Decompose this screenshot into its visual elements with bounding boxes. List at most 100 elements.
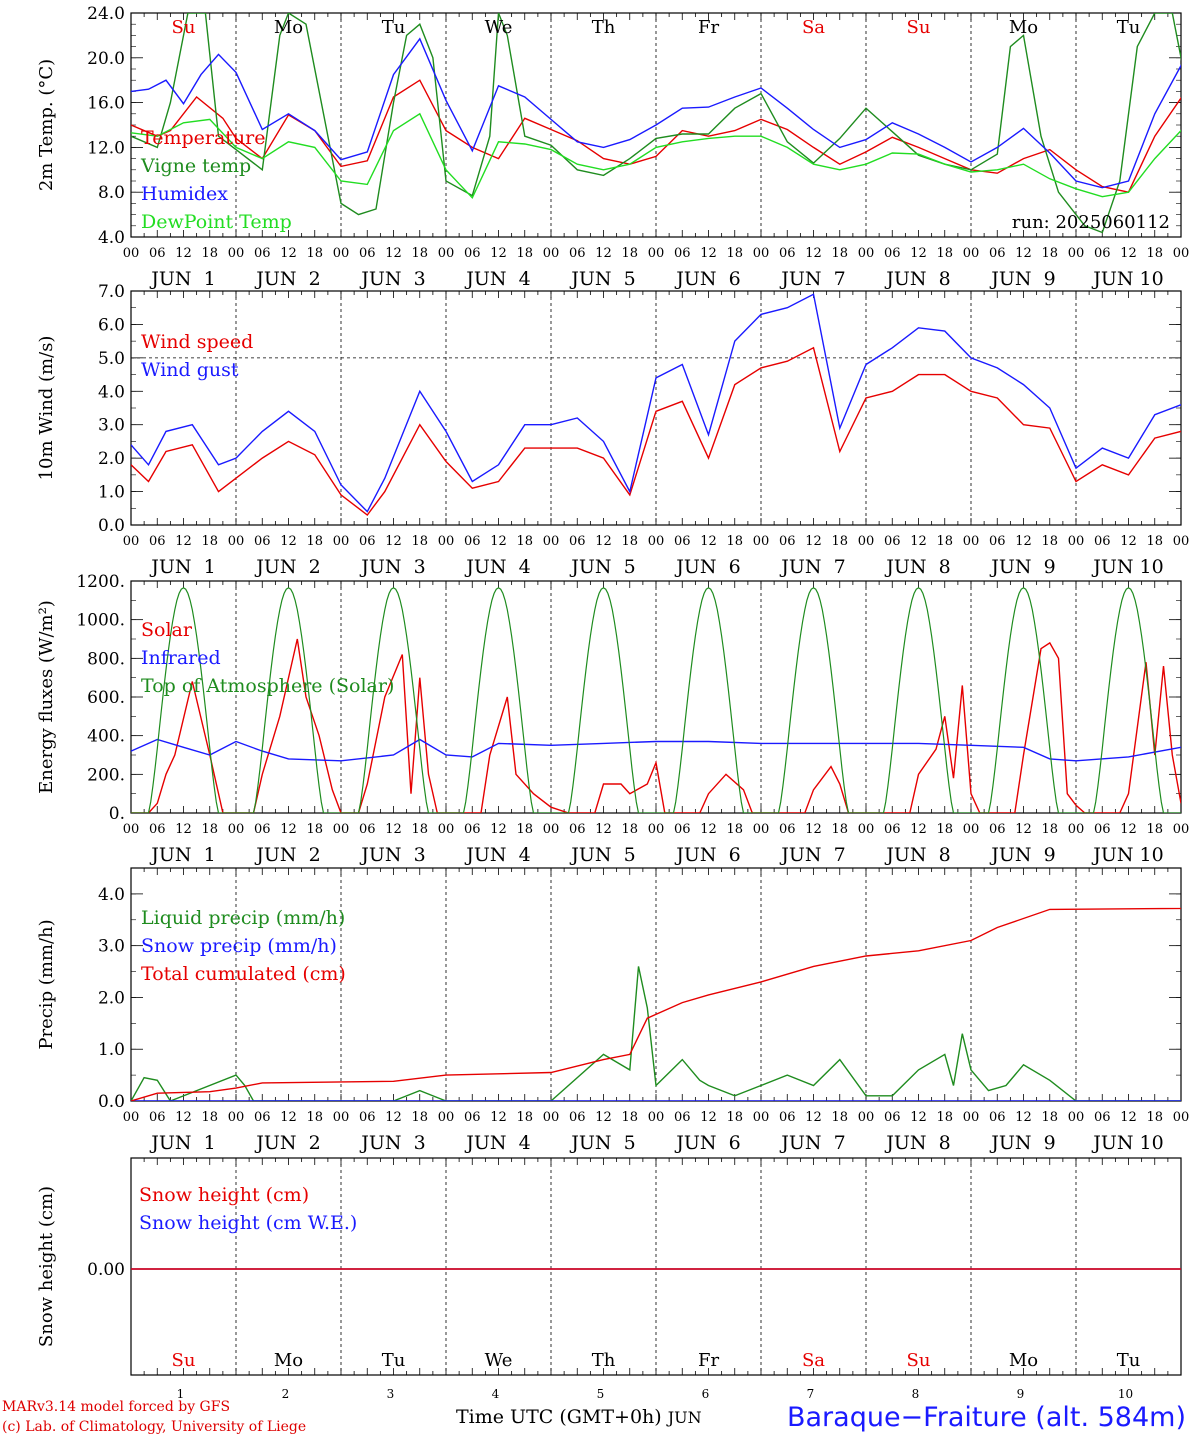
y-axis-label: Snow height (cm) xyxy=(36,1186,57,1347)
legend-entry: Snow height (cm W.E.) xyxy=(139,1212,357,1234)
y-axis-label: 2m Temp. (°C) xyxy=(36,59,57,191)
day-label: JUN 5 xyxy=(569,1132,635,1154)
hour-tick-label: 06 xyxy=(149,1110,166,1125)
hour-tick-label: 18 xyxy=(726,1110,743,1125)
hour-tick-label: 12 xyxy=(385,822,402,837)
hour-tick-label: 00 xyxy=(333,1110,350,1125)
hour-tick-label: 00 xyxy=(648,246,665,261)
hour-tick-label: 06 xyxy=(149,534,166,549)
hour-tick-label: 12 xyxy=(700,246,717,261)
day-label: JUN 2 xyxy=(254,556,320,578)
day-number: 4 xyxy=(492,1387,500,1401)
hour-tick-label: 00 xyxy=(123,534,140,549)
hour-tick-label: 06 xyxy=(989,246,1006,261)
hour-tick-label: 00 xyxy=(1173,246,1190,261)
day-label: JUN 9 xyxy=(989,1132,1055,1154)
y-tick-label: 6.0 xyxy=(98,315,125,335)
y-tick-label: 200. xyxy=(87,765,125,785)
series-line xyxy=(131,738,1181,762)
day-label: JUN 3 xyxy=(359,268,425,290)
hour-tick-label: 06 xyxy=(1094,246,1111,261)
weekday-label: Su xyxy=(172,17,196,38)
hour-tick-label: 12 xyxy=(1120,246,1137,261)
day-label: JUN 10 xyxy=(1091,268,1163,290)
day-label: JUN 9 xyxy=(989,268,1055,290)
day-number: 3 xyxy=(387,1387,395,1401)
hour-tick-label: 00 xyxy=(123,1110,140,1125)
series-line xyxy=(131,13,1181,234)
hour-tick-label: 06 xyxy=(254,246,271,261)
hour-tick-label: 12 xyxy=(385,246,402,261)
hour-tick-label: 06 xyxy=(674,1110,691,1125)
hour-tick-label: 18 xyxy=(201,1110,218,1125)
y-tick-label: 8.0 xyxy=(98,183,125,203)
hour-tick-label: 18 xyxy=(516,246,533,261)
hour-tick-label: 18 xyxy=(516,822,533,837)
hour-tick-label: 00 xyxy=(543,246,560,261)
series-line xyxy=(131,112,1181,200)
hour-tick-label: 12 xyxy=(1120,1110,1137,1125)
hour-tick-label: 06 xyxy=(884,1110,901,1125)
day-label: JUN 7 xyxy=(779,556,845,578)
panel-5: 0.00 Snow height (cm) Snow height (cm) Snow… xyxy=(36,1157,1182,1401)
hour-tick-label: 18 xyxy=(1146,246,1163,261)
hour-tick-label: 06 xyxy=(569,1110,586,1125)
y-tick-label: 12.0 xyxy=(87,138,125,158)
weekday-label: Th xyxy=(592,17,616,38)
hour-tick-label: 12 xyxy=(1120,822,1137,837)
y-tick-label: 3.0 xyxy=(98,937,125,957)
hour-tick-label: 00 xyxy=(333,246,350,261)
hour-tick-label: 00 xyxy=(858,822,875,837)
day-label: JUN 3 xyxy=(359,844,425,866)
hour-tick-label: 12 xyxy=(595,822,612,837)
legend-entry: Solar xyxy=(141,619,193,641)
day-label: JUN 10 xyxy=(1091,844,1163,866)
hour-tick-label: 00 xyxy=(228,246,245,261)
hour-tick-label: 00 xyxy=(123,246,140,261)
hour-tick-label: 06 xyxy=(569,246,586,261)
hour-tick-label: 06 xyxy=(989,822,1006,837)
hour-tick-label: 18 xyxy=(726,534,743,549)
weekday-label: Th xyxy=(592,1350,616,1371)
hour-tick-label: 06 xyxy=(884,246,901,261)
hour-tick-label: 00 xyxy=(228,1110,245,1125)
day-label: JUN 8 xyxy=(884,844,950,866)
hour-tick-label: 12 xyxy=(280,246,297,261)
hour-tick-label: 00 xyxy=(1173,534,1190,549)
y-tick-label: 3.0 xyxy=(98,416,125,436)
series-line xyxy=(131,587,1181,813)
hour-tick-label: 18 xyxy=(726,822,743,837)
hour-tick-label: 00 xyxy=(438,822,455,837)
weekday-label: Su xyxy=(172,1350,196,1371)
weekday-label: Mo xyxy=(274,17,303,38)
hour-tick-label: 18 xyxy=(1146,822,1163,837)
day-number: 2 xyxy=(282,1387,290,1401)
legend-entry: Total cumulated (cm) xyxy=(141,963,346,985)
hour-tick-label: 00 xyxy=(753,822,770,837)
hour-tick-label: 00 xyxy=(648,534,665,549)
series-line xyxy=(131,37,1181,189)
y-tick-label: 7.0 xyxy=(98,282,125,302)
weekday-label: Mo xyxy=(1009,17,1038,38)
weekday-label: Fr xyxy=(698,1350,719,1371)
weekday-label: Tu xyxy=(382,17,406,38)
hour-tick-label: 00 xyxy=(1068,1110,1085,1125)
hour-tick-label: 00 xyxy=(333,534,350,549)
hour-tick-label: 00 xyxy=(858,246,875,261)
hour-tick-label: 12 xyxy=(1015,246,1032,261)
day-number: 7 xyxy=(807,1387,815,1401)
panel-4: 0.0 1.0 2.0 3.0 4.0 Precip (mm/h) Liquid preci… xyxy=(36,867,1189,1154)
hour-tick-label: 06 xyxy=(779,534,796,549)
hour-tick-label: 06 xyxy=(779,246,796,261)
y-tick-label: 2.0 xyxy=(98,988,125,1008)
hour-tick-label: 18 xyxy=(411,534,428,549)
hour-tick-label: 12 xyxy=(910,534,927,549)
day-label: JUN 8 xyxy=(884,268,950,290)
hour-tick-label: 12 xyxy=(280,1110,297,1125)
day-label: JUN 9 xyxy=(989,556,1055,578)
legend-entry: Vigne temp xyxy=(140,155,251,177)
day-label: JUN 1 xyxy=(149,844,215,866)
series-line xyxy=(131,346,1181,516)
hour-tick-label: 00 xyxy=(123,822,140,837)
